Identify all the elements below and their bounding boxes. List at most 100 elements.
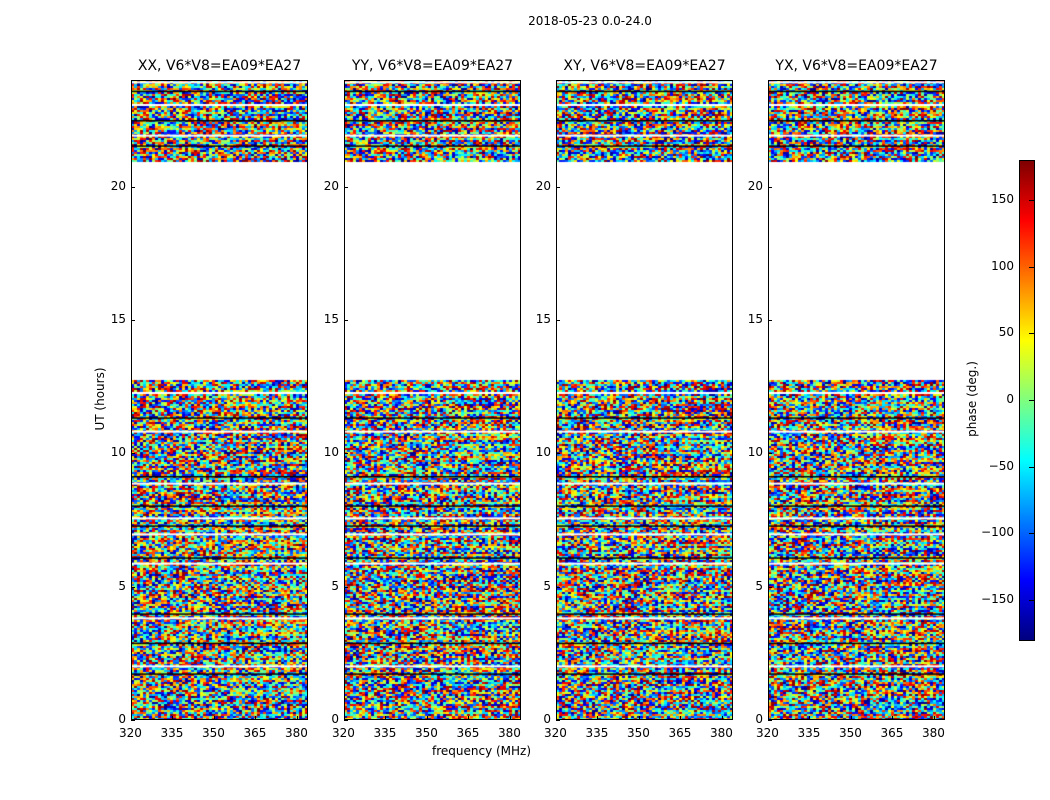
y-tick-mark [131,720,135,721]
y-tick-label: 10 [110,445,126,460]
y-tick-mark [131,186,135,188]
y-tick-label: 15 [110,312,126,326]
y-tick-label: 5 [331,578,339,593]
colorbar-tick-label: 0 [1006,392,1014,406]
y-tick-mark [344,320,348,321]
y-tick-label: 0 [331,712,339,726]
y-tick-mark [344,186,348,188]
colorbar-tick-mark [1029,533,1034,535]
x-tick-mark [344,716,345,720]
colorbar-label: phase (deg.) [965,361,979,437]
x-tick-label: 335 [797,726,821,740]
y-tick-mark [768,720,772,721]
colorbar-tick-label: 100 [991,258,1014,273]
heatmap-panel: YX, V6*V8=EA09*EA27 320 335 350 365 380 0 5 10 15… [748,58,945,740]
colorbar-tick-mark [1029,400,1034,401]
x-tick-mark [850,716,852,720]
y-tick-mark [768,186,772,188]
y-tick-mark [768,320,772,321]
x-tick-label: 380 [921,726,945,740]
x-tick-mark [509,716,511,720]
heatmap-panel: XX, V6*V8=EA09*EA27 320 335 350 365 380 0 5 10 15… [111,58,308,740]
x-tick-mark [809,716,811,720]
y-tick-mark [556,320,560,321]
x-tick-mark [213,716,215,720]
x-tick-label: 335 [585,726,609,740]
y-tick-mark [768,453,772,455]
panel-title: YX, V6*V8=EA09*EA27 [775,58,938,74]
heatmap-panel: YY, V6*V8=EA09*EA27 320 335 350 365 380 0 5 10 15… [324,58,521,740]
x-tick-mark [680,716,682,720]
plot-frame [131,80,308,720]
y-tick-label: 5 [118,578,126,593]
x-tick-mark [597,716,599,720]
x-tick-label: 320 [756,726,779,740]
colorbar-tick-label: 50 [998,325,1014,340]
y-axis-label: UT (hours) [93,367,107,431]
x-tick-label: 335 [160,726,184,740]
panel-title: YY, V6*V8=EA09*EA27 [351,58,514,74]
y-tick-label: 10 [535,445,551,460]
heatmap-cells [344,80,521,720]
y-tick-label: 15 [535,312,551,326]
x-tick-label: 350 [201,726,225,740]
y-tick-label: 0 [543,712,551,726]
x-tick-label: 380 [284,726,308,740]
x-tick-mark [255,716,257,720]
x-tick-label: 320 [332,726,355,740]
y-tick-mark [556,186,560,188]
plot-frame [344,80,521,720]
x-tick-mark [131,716,132,720]
y-tick-label: 10 [323,445,339,460]
y-tick-label: 15 [323,312,339,326]
panel-title: XY, V6*V8=EA09*EA27 [563,58,726,74]
x-tick-mark [638,716,640,720]
plot-frame [556,80,733,720]
x-tick-label: 335 [373,726,397,740]
y-tick-label: 0 [118,712,126,726]
y-tick-mark [131,453,135,455]
y-tick-mark [556,720,560,721]
y-tick-label: 20 [110,178,126,193]
colorbar-tick-label: −100 [981,525,1014,540]
y-tick-mark [131,320,135,321]
y-tick-mark [344,720,348,721]
y-tick-mark [768,586,772,588]
x-tick-label: 350 [414,726,438,740]
x-tick-label: 365 [456,726,480,740]
x-tick-label: 320 [119,726,142,740]
x-tick-mark [385,716,387,720]
colorbar-tick-label: 150 [991,192,1014,206]
x-axis-label: frequency (MHz) [432,744,532,758]
x-tick-mark [933,716,935,720]
y-tick-label: 20 [747,178,763,193]
colorbar-tick-mark [1029,200,1034,201]
x-tick-mark [721,716,723,720]
x-tick-mark [468,716,470,720]
y-tick-mark [556,453,560,455]
y-tick-mark [344,453,348,455]
x-tick-mark [172,716,174,720]
x-tick-mark [768,716,769,720]
y-tick-mark [556,586,560,588]
y-tick-label: 10 [747,445,763,460]
x-tick-mark [426,716,428,720]
heatmap-cells [768,80,945,720]
x-tick-mark [892,716,894,720]
x-tick-label: 320 [544,726,567,740]
colorbar-tick-mark [1029,466,1034,468]
plot-frame [768,80,945,720]
y-tick-mark [344,586,348,588]
colorbar-tick-mark [1029,333,1034,335]
heatmap-panel: XY, V6*V8=EA09*EA27 320 335 350 365 380 0 5 10 15… [536,58,733,740]
colorbar [1019,160,1035,641]
y-tick-mark [131,586,135,588]
x-tick-label: 350 [838,726,862,740]
x-tick-label: 350 [626,726,650,740]
x-tick-mark [296,716,298,720]
x-tick-label: 365 [880,726,904,740]
heatmap-cells [556,80,733,720]
colorbar-tick-mark [1029,266,1034,268]
x-tick-label: 380 [497,726,521,740]
y-tick-label: 20 [323,178,339,193]
